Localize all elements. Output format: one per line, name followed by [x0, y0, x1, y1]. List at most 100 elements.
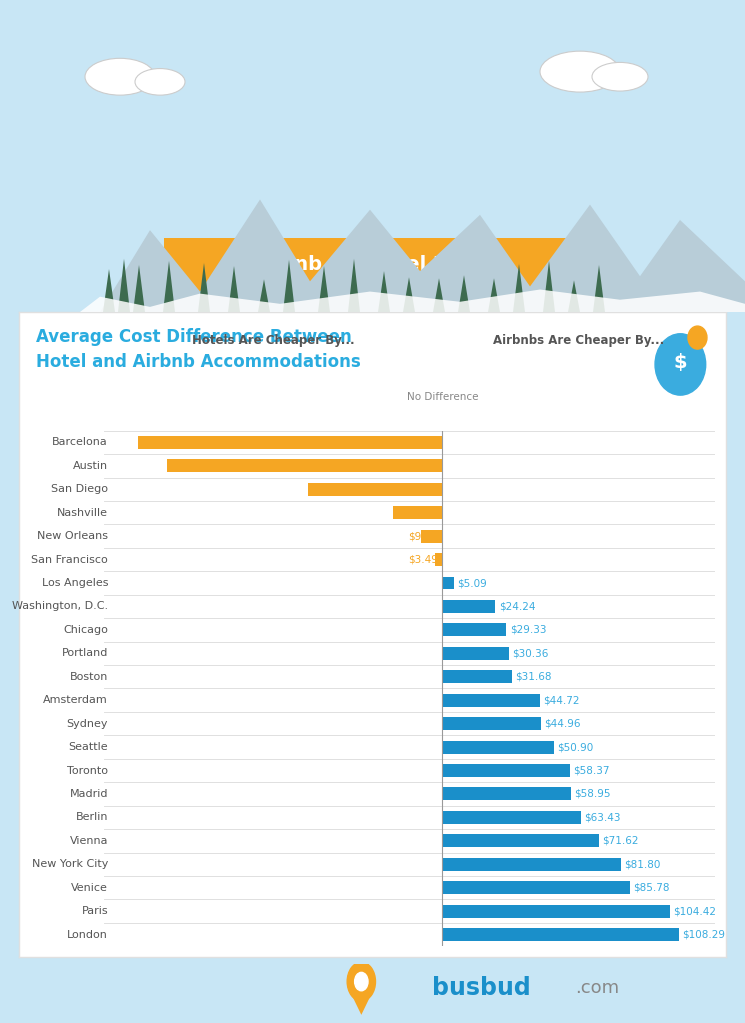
Text: $71.62: $71.62 [602, 836, 638, 846]
Polygon shape [228, 257, 240, 312]
Text: London: London [67, 930, 108, 939]
Ellipse shape [540, 51, 620, 92]
Text: Madrid: Madrid [69, 789, 108, 799]
Polygon shape [103, 273, 115, 312]
Text: $44.72: $44.72 [543, 696, 580, 705]
Text: Vienna: Vienna [69, 836, 108, 846]
Polygon shape [118, 261, 130, 312]
Text: Nashville: Nashville [57, 507, 108, 518]
Bar [443, 717, 541, 730]
Text: Austin: Austin [73, 460, 108, 471]
Ellipse shape [135, 69, 185, 95]
Text: $63.43: $63.43 [584, 812, 621, 822]
FancyBboxPatch shape [143, 235, 602, 295]
Text: Berlin: Berlin [75, 812, 108, 822]
Text: $9.62: $9.62 [408, 531, 438, 541]
Text: Paris: Paris [81, 906, 108, 917]
Bar [443, 741, 554, 754]
Polygon shape [513, 276, 525, 312]
Circle shape [355, 972, 368, 990]
Circle shape [347, 962, 375, 1000]
Text: Airbnbs Are Cheaper By...: Airbnbs Are Cheaper By... [493, 335, 665, 347]
Polygon shape [568, 272, 580, 312]
Text: $30.36: $30.36 [512, 649, 548, 659]
Polygon shape [593, 266, 605, 312]
Text: $126.24: $126.24 [395, 460, 438, 471]
Ellipse shape [592, 62, 648, 91]
Text: $22.89: $22.89 [402, 507, 438, 518]
Text: Portland: Portland [62, 649, 108, 659]
Bar [443, 647, 509, 660]
Text: San Francisco: San Francisco [31, 554, 108, 565]
Text: $44.96: $44.96 [544, 718, 580, 728]
Text: San Diego: San Diego [51, 484, 108, 494]
Bar [393, 506, 443, 519]
Text: $58.95: $58.95 [574, 789, 611, 799]
Text: $81.80: $81.80 [624, 859, 661, 870]
Text: Seattle: Seattle [69, 742, 108, 752]
Bar [443, 601, 495, 613]
Polygon shape [488, 265, 500, 312]
Polygon shape [100, 199, 745, 312]
Text: busbud: busbud [432, 976, 531, 1000]
Text: $24.24: $24.24 [498, 602, 535, 612]
Bar [167, 459, 443, 473]
Text: Toronto: Toronto [67, 765, 108, 775]
Polygon shape [348, 262, 360, 312]
Text: Venice: Venice [72, 883, 108, 893]
Text: $61.73: $61.73 [402, 484, 438, 494]
Text: Average Cost Difference Between
Hotel and Airbnb Accommodations: Average Cost Difference Between Hotel an… [37, 328, 361, 371]
Text: New Orleans: New Orleans [37, 531, 108, 541]
Polygon shape [283, 274, 295, 312]
Polygon shape [80, 290, 745, 312]
Text: Los Angeles: Los Angeles [42, 578, 108, 588]
Text: $104.42: $104.42 [673, 906, 717, 917]
Text: $31.68: $31.68 [515, 672, 551, 681]
Text: $85.78: $85.78 [633, 883, 670, 893]
Text: Chicago: Chicago [63, 625, 108, 635]
Bar [443, 835, 599, 847]
Bar [139, 436, 443, 449]
Polygon shape [318, 261, 330, 312]
Circle shape [688, 326, 707, 349]
Text: Hotels Are Cheaper By...: Hotels Are Cheaper By... [192, 335, 355, 347]
Bar [443, 764, 570, 776]
Text: Airbnb vs. Hotel Rates: Airbnb vs. Hotel Rates [250, 256, 495, 274]
Text: Boston: Boston [69, 672, 108, 681]
Polygon shape [258, 263, 270, 312]
Polygon shape [458, 276, 470, 312]
Ellipse shape [85, 58, 155, 95]
Text: $5.09: $5.09 [457, 578, 486, 588]
Polygon shape [198, 281, 210, 312]
Text: New York City: New York City [31, 859, 108, 870]
Bar [443, 694, 540, 707]
Text: $108.29: $108.29 [682, 930, 725, 939]
Text: Barcelona: Barcelona [52, 438, 108, 447]
Text: .com: .com [575, 979, 620, 997]
Text: $3.49: $3.49 [408, 554, 438, 565]
Text: Amsterdam: Amsterdam [43, 696, 108, 705]
Polygon shape [543, 260, 555, 312]
Polygon shape [433, 261, 445, 312]
Bar [443, 811, 581, 824]
Text: Washington, D.C.: Washington, D.C. [12, 602, 108, 612]
Text: $50.90: $50.90 [557, 742, 593, 752]
Text: $139.42: $139.42 [395, 438, 438, 447]
Text: $29.33: $29.33 [510, 625, 546, 635]
Text: $: $ [673, 353, 687, 371]
Bar [308, 483, 443, 496]
Text: $58.37: $58.37 [573, 765, 609, 775]
Bar [435, 553, 443, 566]
Bar [443, 928, 679, 941]
Polygon shape [133, 274, 145, 312]
Bar [443, 904, 670, 918]
Polygon shape [163, 262, 175, 312]
Bar [443, 858, 621, 871]
Bar [443, 881, 630, 894]
Polygon shape [403, 278, 415, 312]
Text: Sydney: Sydney [66, 718, 108, 728]
Polygon shape [378, 269, 390, 312]
Bar [443, 577, 454, 589]
Bar [422, 530, 443, 542]
Bar [443, 670, 512, 683]
